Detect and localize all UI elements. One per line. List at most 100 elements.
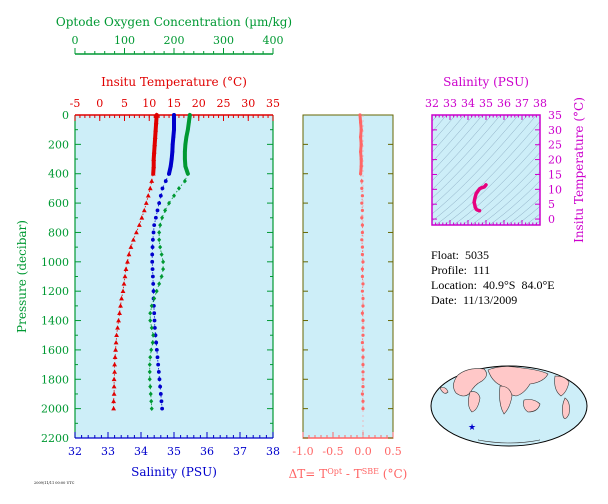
oxygen-profile-point: [157, 237, 162, 243]
pressure-tick-label: 600: [48, 197, 69, 210]
oxygen-profile-point: [148, 384, 153, 390]
salinity-axis-label: Salinity (PSU): [131, 465, 217, 479]
map-landmass: [477, 439, 541, 444]
temperature-tick-label: -5: [70, 97, 81, 110]
ts-temp-tick-label: 25: [548, 139, 562, 152]
salinity-profile-point: [157, 377, 162, 382]
ts-salinity-tick-label: 33: [443, 97, 457, 110]
temperature-profile-point: [112, 354, 118, 360]
pressure-tick-label: 800: [48, 226, 69, 239]
ts-plot-background: [432, 115, 540, 225]
delta-t-point: [359, 164, 363, 168]
salinity-profile-point: [169, 157, 174, 161]
temperature-tick-label: 0: [96, 97, 103, 110]
pressure-axis-label: Pressure (decibar): [15, 220, 29, 333]
oxygen-profile-point: [186, 119, 191, 125]
delta-t-point: [361, 362, 365, 367]
temperature-profile-point: [123, 266, 129, 271]
salinity-profile-point: [152, 311, 157, 316]
delta-t-point: [361, 407, 365, 411]
salinity-profile-point: [158, 384, 163, 389]
salinity-profile-point: [152, 318, 157, 323]
density-contour: [432, 115, 537, 222]
pressure-tick-label: 400: [48, 168, 69, 181]
map-landmass: [499, 385, 513, 415]
temperature-tick-label: 35: [266, 97, 280, 110]
density-contour: [432, 115, 510, 199]
temperature-profile-point: [154, 112, 160, 117]
salinity-profile-point: [158, 193, 163, 198]
temperature-profile-point: [119, 295, 124, 301]
salinity-profile-point: [155, 355, 160, 360]
oxygen-profile-point: [187, 112, 192, 118]
oxygen-profile-point: [149, 325, 154, 331]
oxygen-profile-point: [151, 332, 156, 338]
temperature-profile-point: [121, 281, 127, 286]
temperature-profile-point: [147, 185, 153, 191]
oxygen-profile-point: [185, 127, 190, 133]
delta-t-point: [361, 377, 365, 381]
salinity-profile-point: [170, 149, 175, 154]
temperature-profile-point: [111, 406, 117, 411]
ts-salinity-tick-label: 32: [425, 97, 439, 110]
ts-temp-tick-label: 0: [548, 213, 555, 226]
density-contour: [488, 180, 540, 225]
oxygen-profile-point: [147, 369, 152, 375]
oxygen-profile-point: [150, 340, 155, 345]
density-contour: [432, 115, 492, 182]
delta-t-point: [359, 120, 363, 124]
delta-t-tick-label: -1.0: [292, 445, 313, 458]
oxygen-profile-point: [167, 200, 172, 206]
salinity-profile-point: [151, 230, 156, 235]
temperature-profile-point: [126, 251, 132, 257]
delta-t-point: [361, 370, 365, 374]
delta-t-point: [360, 289, 364, 293]
delta-t-point: [359, 157, 363, 161]
oxygen-profile-point: [172, 193, 176, 199]
oxygen-profile-point: [157, 230, 162, 235]
temperature-profile-point: [118, 303, 123, 308]
salinity-profile-point: [153, 215, 158, 220]
temperature-tick-label: 10: [142, 97, 156, 110]
delta-t-point: [360, 311, 364, 315]
delta-t-point: [360, 201, 364, 205]
map-landmass: [468, 391, 481, 413]
oxygen-tick-label: 200: [164, 34, 185, 47]
delta-t-point: [359, 150, 363, 154]
salinity-profile-point: [152, 325, 157, 330]
temperature-profile-point: [143, 200, 149, 205]
density-contour: [443, 131, 540, 225]
salinity-profile-point: [150, 274, 155, 279]
ts-curve: [472, 183, 488, 213]
temperature-profile-point: [116, 317, 121, 323]
ts-salinity-tick-label: 37: [515, 97, 529, 110]
delta-t-point: [361, 333, 365, 337]
temperature-profile-point: [111, 376, 117, 382]
delta-t-point: [360, 216, 364, 220]
pressure-tick-label: 2000: [41, 403, 69, 416]
salinity-profile-point: [160, 406, 165, 411]
salinity-tick-label: 37: [233, 445, 247, 458]
oxygen-profile-point: [148, 310, 153, 316]
ts-temp-tick-label: 15: [548, 168, 562, 181]
oxygen-tick-label: 100: [114, 34, 135, 47]
oxygen-profile-point: [148, 391, 153, 397]
delta-t-point: [361, 348, 365, 352]
temperature-profile-point: [111, 384, 117, 389]
ts-density-contours: [432, 115, 540, 225]
oxygen-profile-point: [163, 208, 168, 213]
delta-t-point: [361, 296, 365, 301]
oxygen-profile-point: [149, 406, 154, 412]
density-contour: [497, 189, 540, 225]
delta-t-point: [360, 223, 364, 227]
delta-t-point: [361, 260, 365, 264]
delta-t-point: [359, 142, 363, 146]
delta-t-tick-label: -0.5: [322, 445, 343, 458]
salinity-profile-point: [152, 223, 157, 228]
oxygen-profile-point: [159, 274, 164, 279]
oxygen-profile-point: [182, 156, 187, 162]
temperature-profile-point: [151, 163, 157, 169]
density-contour: [506, 197, 540, 225]
ts-temp-axis-label: Insitu Temperature (°C): [572, 97, 586, 243]
delta-t-point: [360, 208, 364, 213]
